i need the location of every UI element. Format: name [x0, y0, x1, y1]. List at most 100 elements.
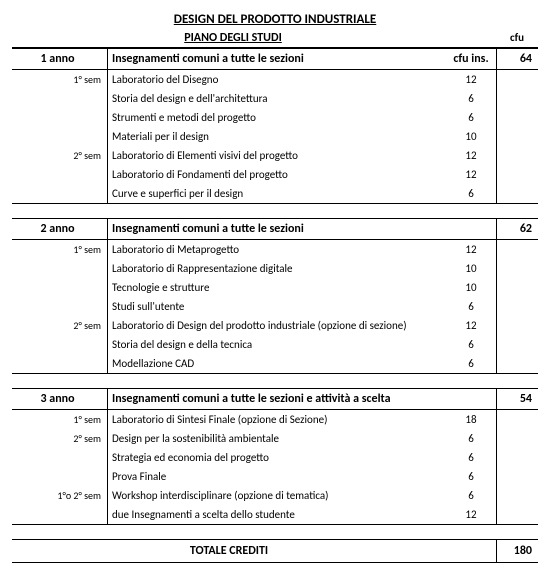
cfu-ins-header [446, 389, 496, 409]
course-cfu-ins: 6 [446, 486, 496, 505]
year-label: 1 anno [12, 49, 108, 69]
course-cfu-ins: 6 [446, 184, 496, 204]
course-cfu-blank [496, 278, 538, 297]
course-name: Materiali per il design [108, 127, 446, 146]
course-cfu-ins: 12 [446, 165, 496, 184]
course-cfu-ins: 12 [446, 240, 496, 259]
course-cfu-blank [496, 70, 538, 89]
course-semester [12, 259, 108, 278]
course-row: Storia del design e dell'architettura6 [12, 89, 538, 108]
course-semester: 1°o 2° sem [12, 486, 108, 505]
course-row: Modellazione CAD6 [12, 354, 538, 374]
course-semester [12, 354, 108, 374]
course-row: 2° semDesign per la sostenibilità ambien… [12, 429, 538, 448]
course-cfu-ins: 12 [446, 316, 496, 335]
course-semester: 1° sem [12, 240, 108, 259]
course-semester [12, 89, 108, 108]
course-cfu-blank [496, 108, 538, 127]
doc-title: DESIGN DEL PRODOTTO INDUSTRIALE [12, 12, 538, 27]
course-name: Modellazione CAD [108, 354, 446, 374]
course-cfu-ins: 10 [446, 278, 496, 297]
course-semester [12, 278, 108, 297]
year-block: 2 annoInsegnamenti comuni a tutte le sez… [12, 218, 538, 374]
course-row: Materiali per il design10 [12, 127, 538, 146]
course-semester: 2° sem [12, 316, 108, 335]
course-cfu-ins: 6 [446, 89, 496, 108]
course-row: 1°o 2° semWorkshop interdisciplinare (op… [12, 486, 538, 505]
doc-subtitle: PIANO DEGLI STUDI [12, 29, 454, 47]
course-cfu-blank [496, 486, 538, 505]
course-row: 1° semLaboratorio di Sintesi Finale (opz… [12, 410, 538, 429]
course-row: 1° semLaboratorio del Disegno12 [12, 70, 538, 89]
course-name: Laboratorio di Design del prodotto indus… [108, 316, 446, 335]
course-row: Laboratorio di Fondamenti del progetto12 [12, 165, 538, 184]
course-cfu-ins: 6 [446, 448, 496, 467]
course-name: Prova Finale [108, 467, 446, 486]
subtitle-gap [454, 29, 496, 47]
course-cfu-ins: 10 [446, 127, 496, 146]
course-name: Storia del design e dell'architettura [108, 89, 446, 108]
course-cfu-blank [496, 89, 538, 108]
year-header: 3 annoInsegnamenti comuni a tutte le sez… [12, 388, 538, 410]
cfu-ins-header [446, 219, 496, 239]
course-name: Workshop interdisciplinare (opzione di t… [108, 486, 446, 505]
course-cfu-blank [496, 316, 538, 335]
course-semester [12, 467, 108, 486]
course-name: Laboratorio di Fondamenti del progetto [108, 165, 446, 184]
course-row: 2° semLaboratorio di Elementi visivi del… [12, 146, 538, 165]
total-row: TOTALE CREDITI 180 [12, 539, 538, 563]
total-label: TOTALE CREDITI [12, 540, 446, 562]
year-rows: 1° semLaboratorio di Sintesi Finale (opz… [12, 410, 538, 525]
course-cfu-ins: 6 [446, 467, 496, 486]
year-heading: Insegnamenti comuni a tutte le sezioni e… [108, 389, 446, 409]
year-header: 1 annoInsegnamenti comuni a tutte le sez… [12, 48, 538, 70]
course-name: Strumenti e metodi del progetto [108, 108, 446, 127]
course-semester [12, 184, 108, 204]
course-cfu-blank [496, 467, 538, 486]
total-block: TOTALE CREDITI 180 [12, 539, 538, 563]
course-cfu-blank [496, 448, 538, 467]
course-cfu-blank [496, 259, 538, 278]
course-name: Storia del design e della tecnica [108, 335, 446, 354]
course-cfu-blank [496, 297, 538, 316]
course-name: Laboratorio del Disegno [108, 70, 446, 89]
course-cfu-blank [496, 429, 538, 448]
course-cfu-ins: 6 [446, 297, 496, 316]
course-cfu-blank [496, 146, 538, 165]
course-row: Strumenti e metodi del progetto6 [12, 108, 538, 127]
course-semester [12, 108, 108, 127]
course-cfu-ins: 6 [446, 108, 496, 127]
course-cfu-blank [496, 335, 538, 354]
year-label: 3 anno [12, 389, 108, 409]
course-name: Studi sull'utente [108, 297, 446, 316]
course-cfu-blank [496, 240, 538, 259]
year-block: 1 annoInsegnamenti comuni a tutte le sez… [12, 48, 538, 204]
course-semester [12, 505, 108, 525]
course-semester: 1° sem [12, 410, 108, 429]
course-name: Strategia ed economia del progetto [108, 448, 446, 467]
course-name: Tecnologie e strutture [108, 278, 446, 297]
course-semester [12, 335, 108, 354]
course-cfu-ins: 10 [446, 259, 496, 278]
year-heading: Insegnamenti comuni a tutte le sezioni [108, 49, 446, 69]
course-name: Curve e superfici per il design [108, 184, 446, 204]
subtitle-row: PIANO DEGLI STUDI cfu [12, 29, 538, 48]
course-semester: 1° sem [12, 70, 108, 89]
course-cfu-blank [496, 184, 538, 204]
course-semester [12, 127, 108, 146]
course-cfu-ins: 18 [446, 410, 496, 429]
year-cfu-total: 64 [496, 49, 538, 69]
year-heading: Insegnamenti comuni a tutte le sezioni [108, 219, 446, 239]
course-cfu-blank [496, 127, 538, 146]
course-semester: 2° sem [12, 429, 108, 448]
year-header: 2 annoInsegnamenti comuni a tutte le sez… [12, 218, 538, 240]
course-cfu-ins: 12 [446, 505, 496, 525]
course-name: Laboratorio di Metaprogetto [108, 240, 446, 259]
course-cfu-ins: 6 [446, 429, 496, 448]
course-semester [12, 448, 108, 467]
course-name: Laboratorio di Rappresentazione digitale [108, 259, 446, 278]
cfu-ins-header: cfu ins. [446, 49, 496, 69]
year-rows: 1° semLaboratorio del Disegno12Storia de… [12, 70, 538, 204]
course-semester [12, 165, 108, 184]
course-cfu-blank [496, 165, 538, 184]
